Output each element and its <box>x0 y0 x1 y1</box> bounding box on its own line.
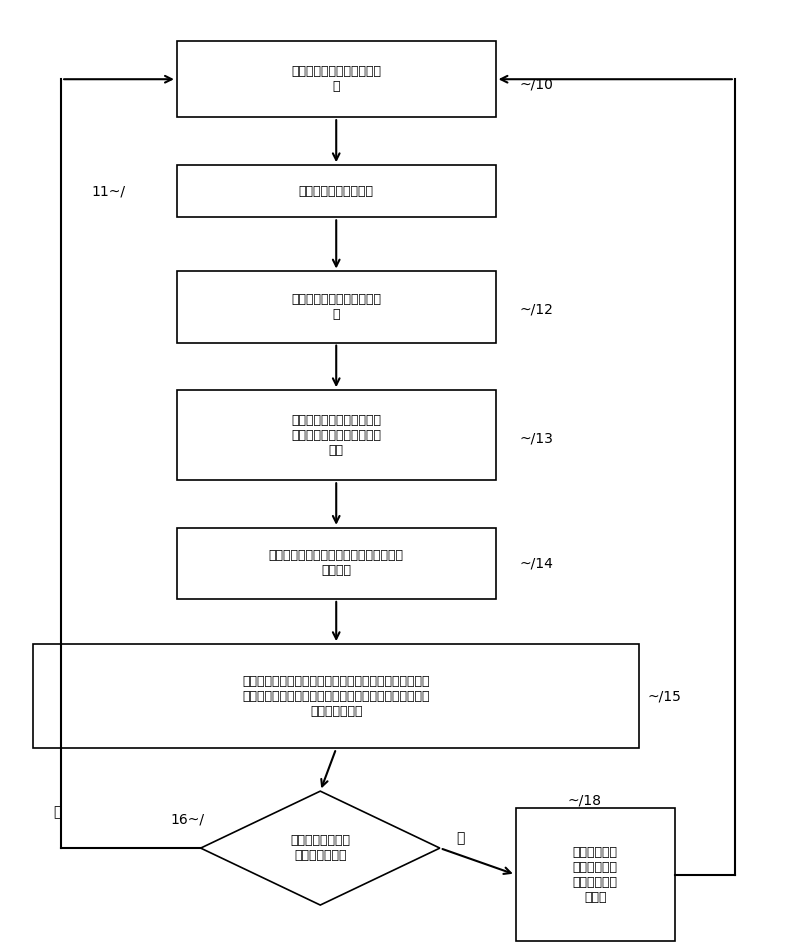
Text: 等待获取待测目标的当前位
置: 等待获取待测目标的当前位 置 <box>291 66 382 93</box>
Bar <box>177 165 496 217</box>
Text: 获取各路段当前的初始路况
值: 获取各路段当前的初始路况 值 <box>291 293 382 321</box>
Bar <box>515 808 675 942</box>
Text: 在最优路线中确定在设定行
程范围内的路段，作为待测
路段: 在最优路线中确定在设定行 程范围内的路段，作为待测 路段 <box>291 414 382 457</box>
Text: 按照路况规划策略，根据初始路况值和实时路况值计算各
待测路段的路况改变值，根据各待测路线的路况改变值计
算总路况改变值: 按照路况规划策略，根据初始路况值和实时路况值计算各 待测路段的路况改变值，根据各… <box>242 675 430 718</box>
Text: 16~/: 16~/ <box>170 813 205 826</box>
Text: 否: 否 <box>456 832 464 845</box>
Text: 11~/: 11~/ <box>91 185 125 198</box>
Text: 判断总路况改变值
是否小于预定值: 判断总路况改变值 是否小于预定值 <box>290 834 350 863</box>
Text: 是: 是 <box>53 805 62 820</box>
Text: ~/10: ~/10 <box>519 78 554 92</box>
Text: 在设定采集周期后，采集各待测路段的实
时路况值: 在设定采集周期后，采集各待测路段的实 时路况值 <box>269 549 404 577</box>
Text: ~/15: ~/15 <box>647 689 681 704</box>
Text: 根据目的地和
当前位置规划
两点之间的最
优路线: 根据目的地和 当前位置规划 两点之间的最 优路线 <box>573 845 618 903</box>
Text: ~/12: ~/12 <box>519 303 554 317</box>
Bar <box>34 644 639 748</box>
Bar <box>177 41 496 117</box>
Bar <box>177 271 496 343</box>
Bar <box>177 527 496 599</box>
Text: ~/13: ~/13 <box>519 431 554 445</box>
Bar <box>177 390 496 480</box>
Polygon shape <box>201 791 440 905</box>
Text: ~/18: ~/18 <box>567 794 602 807</box>
Text: ~/14: ~/14 <box>519 556 554 570</box>
Text: 获取已确定的最优路线: 获取已确定的最优路线 <box>298 185 374 198</box>
